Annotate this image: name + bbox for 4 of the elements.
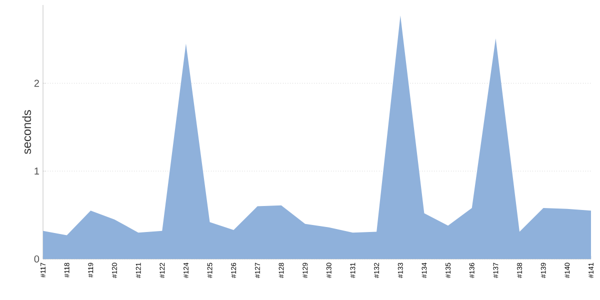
y-tick-label: 1 [34,168,39,175]
y-tick-label: 0 [34,255,40,263]
y-tick-label: 2 [34,80,39,87]
y-axis-title: seconds [22,110,32,154]
